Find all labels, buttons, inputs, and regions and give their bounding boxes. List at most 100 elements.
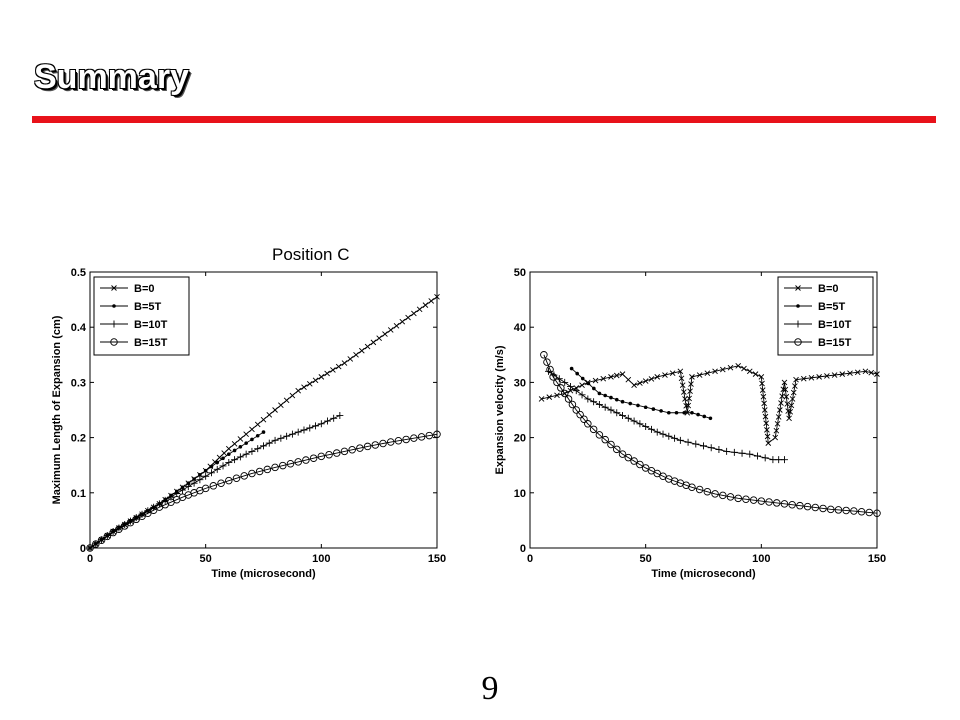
series-point-marker (762, 413, 769, 420)
series-point-marker (734, 494, 742, 503)
legend-entry: B=15T (784, 337, 852, 349)
series-point-marker (685, 402, 692, 409)
series-point-marker (597, 391, 602, 396)
series-point-marker (792, 383, 798, 389)
series-point-marker (775, 414, 782, 420)
series-point-marker (704, 370, 711, 377)
series-point-marker (553, 378, 561, 387)
series-point-marker (723, 447, 731, 455)
series-point-marker (283, 397, 290, 404)
series-point-marker (630, 417, 638, 425)
legend-label: B=5T (134, 301, 161, 313)
series-point-marker (874, 371, 880, 377)
legend-entry: B=0 (100, 283, 155, 295)
series-point-marker (595, 431, 604, 439)
series-point-marker (636, 403, 640, 408)
series-point-marker (857, 508, 866, 516)
series-point-marker (126, 518, 135, 527)
legend-entry: B=5T (100, 301, 161, 313)
x-tick-label: 50 (640, 553, 652, 565)
series-point-marker (780, 500, 789, 508)
legend-label: B=0 (818, 283, 839, 295)
series-point-marker (348, 445, 356, 454)
series-point-marker (761, 454, 769, 462)
series-point-marker (631, 382, 637, 388)
series-point-marker (340, 447, 349, 456)
series-point-marker (715, 446, 723, 454)
series-point-marker (711, 490, 719, 498)
series-point-marker (434, 294, 440, 300)
y-axis-label: Expansion velocity (m/s) (494, 345, 506, 474)
series-point-marker (569, 366, 574, 371)
chart-title: Position C (272, 245, 350, 264)
series-point-marker (255, 433, 260, 438)
series-point-marker (665, 432, 673, 440)
y-tick-label: 20 (514, 433, 526, 445)
series-point-marker (399, 318, 406, 325)
y-tick-label: 30 (514, 377, 526, 389)
series-point-marker (575, 371, 579, 376)
title-divider (32, 116, 936, 123)
series-point-marker (543, 358, 551, 366)
series-point-marker (312, 377, 319, 384)
series-point-marker (703, 487, 712, 496)
series-point-marker (707, 444, 715, 452)
y-tick-label: 0 (520, 543, 526, 555)
series-point-marker (783, 393, 790, 400)
x-tick-label: 100 (752, 553, 770, 565)
series-point-marker (868, 369, 875, 376)
series-point-marker (842, 506, 850, 515)
x-tick-label: 150 (428, 553, 446, 565)
series-point-marker (760, 393, 767, 400)
series-b10t (545, 367, 788, 464)
legend-label: B=5T (818, 301, 845, 313)
series-point-marker (609, 395, 613, 400)
series-point-marker (684, 438, 692, 446)
series-point-marker (376, 335, 382, 342)
series-point-marker (300, 426, 308, 434)
series-point-marker (312, 422, 320, 430)
series-point-marker (695, 485, 704, 494)
series-point-marker (696, 372, 703, 378)
series-point-marker (689, 374, 695, 380)
series-point-marker (803, 502, 812, 511)
series-point-marker (773, 427, 780, 434)
series-point-marker (592, 386, 596, 391)
series-point-marker (774, 420, 781, 427)
series-point-marker (580, 376, 585, 381)
series-point-marker (393, 323, 400, 329)
series-point-marker (386, 438, 395, 446)
series-point-marker (317, 452, 326, 461)
plot-frame (529, 271, 878, 549)
series-point-marker (584, 420, 592, 428)
series-point-marker (726, 493, 735, 501)
series-point-marker (254, 421, 261, 428)
series-point-marker (712, 368, 718, 375)
series-point-marker (425, 431, 434, 440)
y-tick-label: 0 (80, 543, 86, 555)
series-point-marker (198, 473, 202, 477)
series-point-marker (364, 343, 371, 350)
series-point-marker (546, 394, 553, 400)
series-point-marker (115, 525, 123, 533)
series-point-marker (190, 479, 198, 487)
series-point-marker (242, 450, 250, 458)
series-point-marker (379, 439, 387, 448)
series-point-marker (97, 536, 106, 545)
series-point-marker (765, 440, 772, 446)
series-point-marker (667, 410, 671, 415)
series-point-marker (261, 430, 266, 434)
series-point-marker (92, 540, 100, 548)
series-point-marker (676, 436, 684, 444)
series-point-marker (295, 387, 302, 394)
series-point-marker (353, 351, 359, 358)
series-point-marker (144, 509, 152, 517)
series-point-marker (624, 414, 632, 422)
series-point-marker (654, 374, 661, 380)
series-point-marker (681, 389, 687, 395)
series-point-marker (335, 363, 342, 370)
series-point-marker (225, 476, 233, 485)
series-point-marker (207, 469, 215, 477)
series-point-marker (608, 374, 614, 380)
